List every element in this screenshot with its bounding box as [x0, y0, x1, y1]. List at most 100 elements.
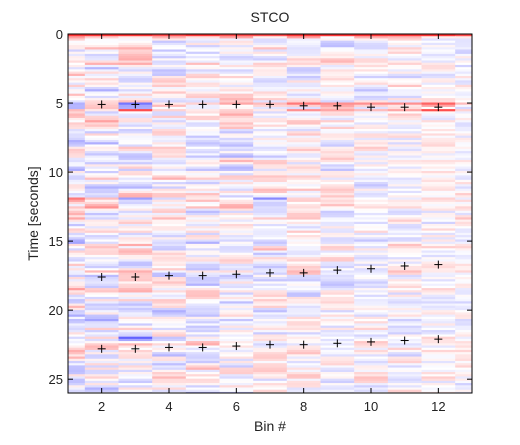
heatmap-cell — [286, 316, 322, 320]
heatmap-cell — [253, 327, 288, 331]
heatmap-cell — [253, 356, 288, 360]
heatmap-cell — [253, 228, 288, 232]
heatmap-cell — [118, 109, 153, 112]
heatmap-cell — [253, 166, 288, 170]
heatmap-cell — [354, 49, 389, 53]
heatmap-cell — [118, 184, 153, 188]
heatmap-cell — [253, 117, 288, 121]
heatmap-cell — [118, 75, 153, 79]
heatmap-cell — [354, 173, 389, 176]
heatmap-cell — [185, 95, 221, 99]
heatmap-cell — [286, 294, 322, 298]
heatmap-cell — [387, 367, 423, 371]
heatmap-cell — [84, 71, 120, 75]
heatmap-cell — [286, 338, 322, 342]
heatmap-cell — [387, 64, 423, 68]
heatmap-cell — [84, 155, 120, 159]
heatmap-cell — [118, 243, 153, 247]
heatmap-cell — [320, 208, 355, 212]
heatmap-cell — [152, 153, 187, 157]
heatmap-cell — [421, 80, 456, 84]
heatmap-cell — [354, 122, 389, 126]
heatmap-cell — [354, 281, 389, 285]
plus-marker — [232, 270, 241, 279]
heatmap-cell — [84, 109, 120, 112]
heatmap-cell — [387, 365, 423, 369]
heatmap-cell — [68, 73, 86, 77]
heatmap-cell — [253, 109, 288, 112]
heatmap-cell — [118, 87, 153, 90]
heatmap-cell — [219, 259, 254, 263]
heatmap-cell — [286, 100, 322, 104]
heatmap-cell — [320, 38, 355, 42]
heatmap-cell — [152, 241, 187, 245]
heatmap-cell — [219, 166, 254, 170]
heatmap-cell — [219, 120, 254, 123]
heatmap-cell — [68, 250, 86, 254]
heatmap-cell — [68, 310, 86, 313]
heatmap-cell — [84, 223, 120, 227]
heatmap-cell — [354, 349, 389, 353]
heatmap-cell — [320, 232, 355, 236]
heatmap-cell — [320, 153, 355, 157]
heatmap-cell — [286, 197, 322, 201]
heatmap-cell — [320, 190, 355, 194]
heatmap-cell — [185, 117, 221, 121]
heatmap-cell — [354, 385, 389, 389]
heatmap-cell — [387, 354, 423, 358]
heatmap-cell — [118, 98, 153, 101]
heatmap-cell — [387, 252, 423, 256]
heatmap-cell — [68, 312, 86, 316]
heatmap-cell — [219, 71, 254, 75]
heatmap-cell — [152, 288, 187, 291]
heatmap-cell — [354, 87, 389, 90]
heatmap-cell — [185, 325, 221, 329]
heatmap-cell — [253, 71, 288, 75]
heatmap-cell — [84, 243, 120, 247]
heatmap-cell — [387, 290, 423, 294]
heatmap-cell — [118, 206, 153, 210]
heatmap-cell — [152, 252, 187, 256]
heatmap-cell — [387, 89, 423, 93]
heatmap-cell — [455, 148, 472, 152]
heatmap-cell — [68, 281, 86, 285]
heatmap-cell — [68, 38, 86, 42]
heatmap-cell — [185, 285, 221, 289]
heatmap-cell — [152, 248, 187, 252]
heatmap-cell — [286, 166, 322, 170]
heatmap-cell — [387, 312, 423, 316]
heatmap-cell — [320, 261, 355, 265]
heatmap-cell — [84, 206, 120, 210]
heatmap-cell — [354, 272, 389, 276]
heatmap-cell — [219, 385, 254, 389]
heatmap-cell — [354, 58, 389, 62]
heatmap-cell — [219, 206, 254, 210]
heatmap-cell — [185, 389, 221, 393]
heatmap-cell — [387, 232, 423, 236]
heatmap-cell — [387, 197, 423, 201]
heatmap-cell — [421, 47, 456, 51]
heatmap-cell — [253, 226, 288, 230]
heatmap-cell — [286, 62, 322, 66]
heatmap-cell — [354, 208, 389, 212]
heatmap-cell — [253, 265, 288, 269]
heatmap-cell — [118, 385, 153, 389]
heatmap-cell — [387, 372, 423, 375]
heatmap-cell — [320, 51, 355, 55]
heatmap-cell — [84, 336, 120, 340]
heatmap-cell — [219, 215, 254, 218]
heatmap-cell — [152, 210, 187, 214]
heatmap-cell — [455, 254, 472, 258]
heatmap-cell — [185, 164, 221, 168]
heatmap-cell — [253, 334, 288, 338]
heatmap-cell — [68, 131, 86, 135]
heatmap-cell — [185, 363, 221, 366]
heatmap-cell — [84, 51, 120, 55]
heatmap-cell — [118, 89, 153, 93]
heatmap-cell — [253, 363, 288, 366]
heatmap-cell — [152, 385, 187, 389]
heatmap-cell — [320, 334, 355, 338]
heatmap-cell — [185, 241, 221, 245]
heatmap-cell — [68, 263, 86, 267]
heatmap-cell — [185, 208, 221, 212]
